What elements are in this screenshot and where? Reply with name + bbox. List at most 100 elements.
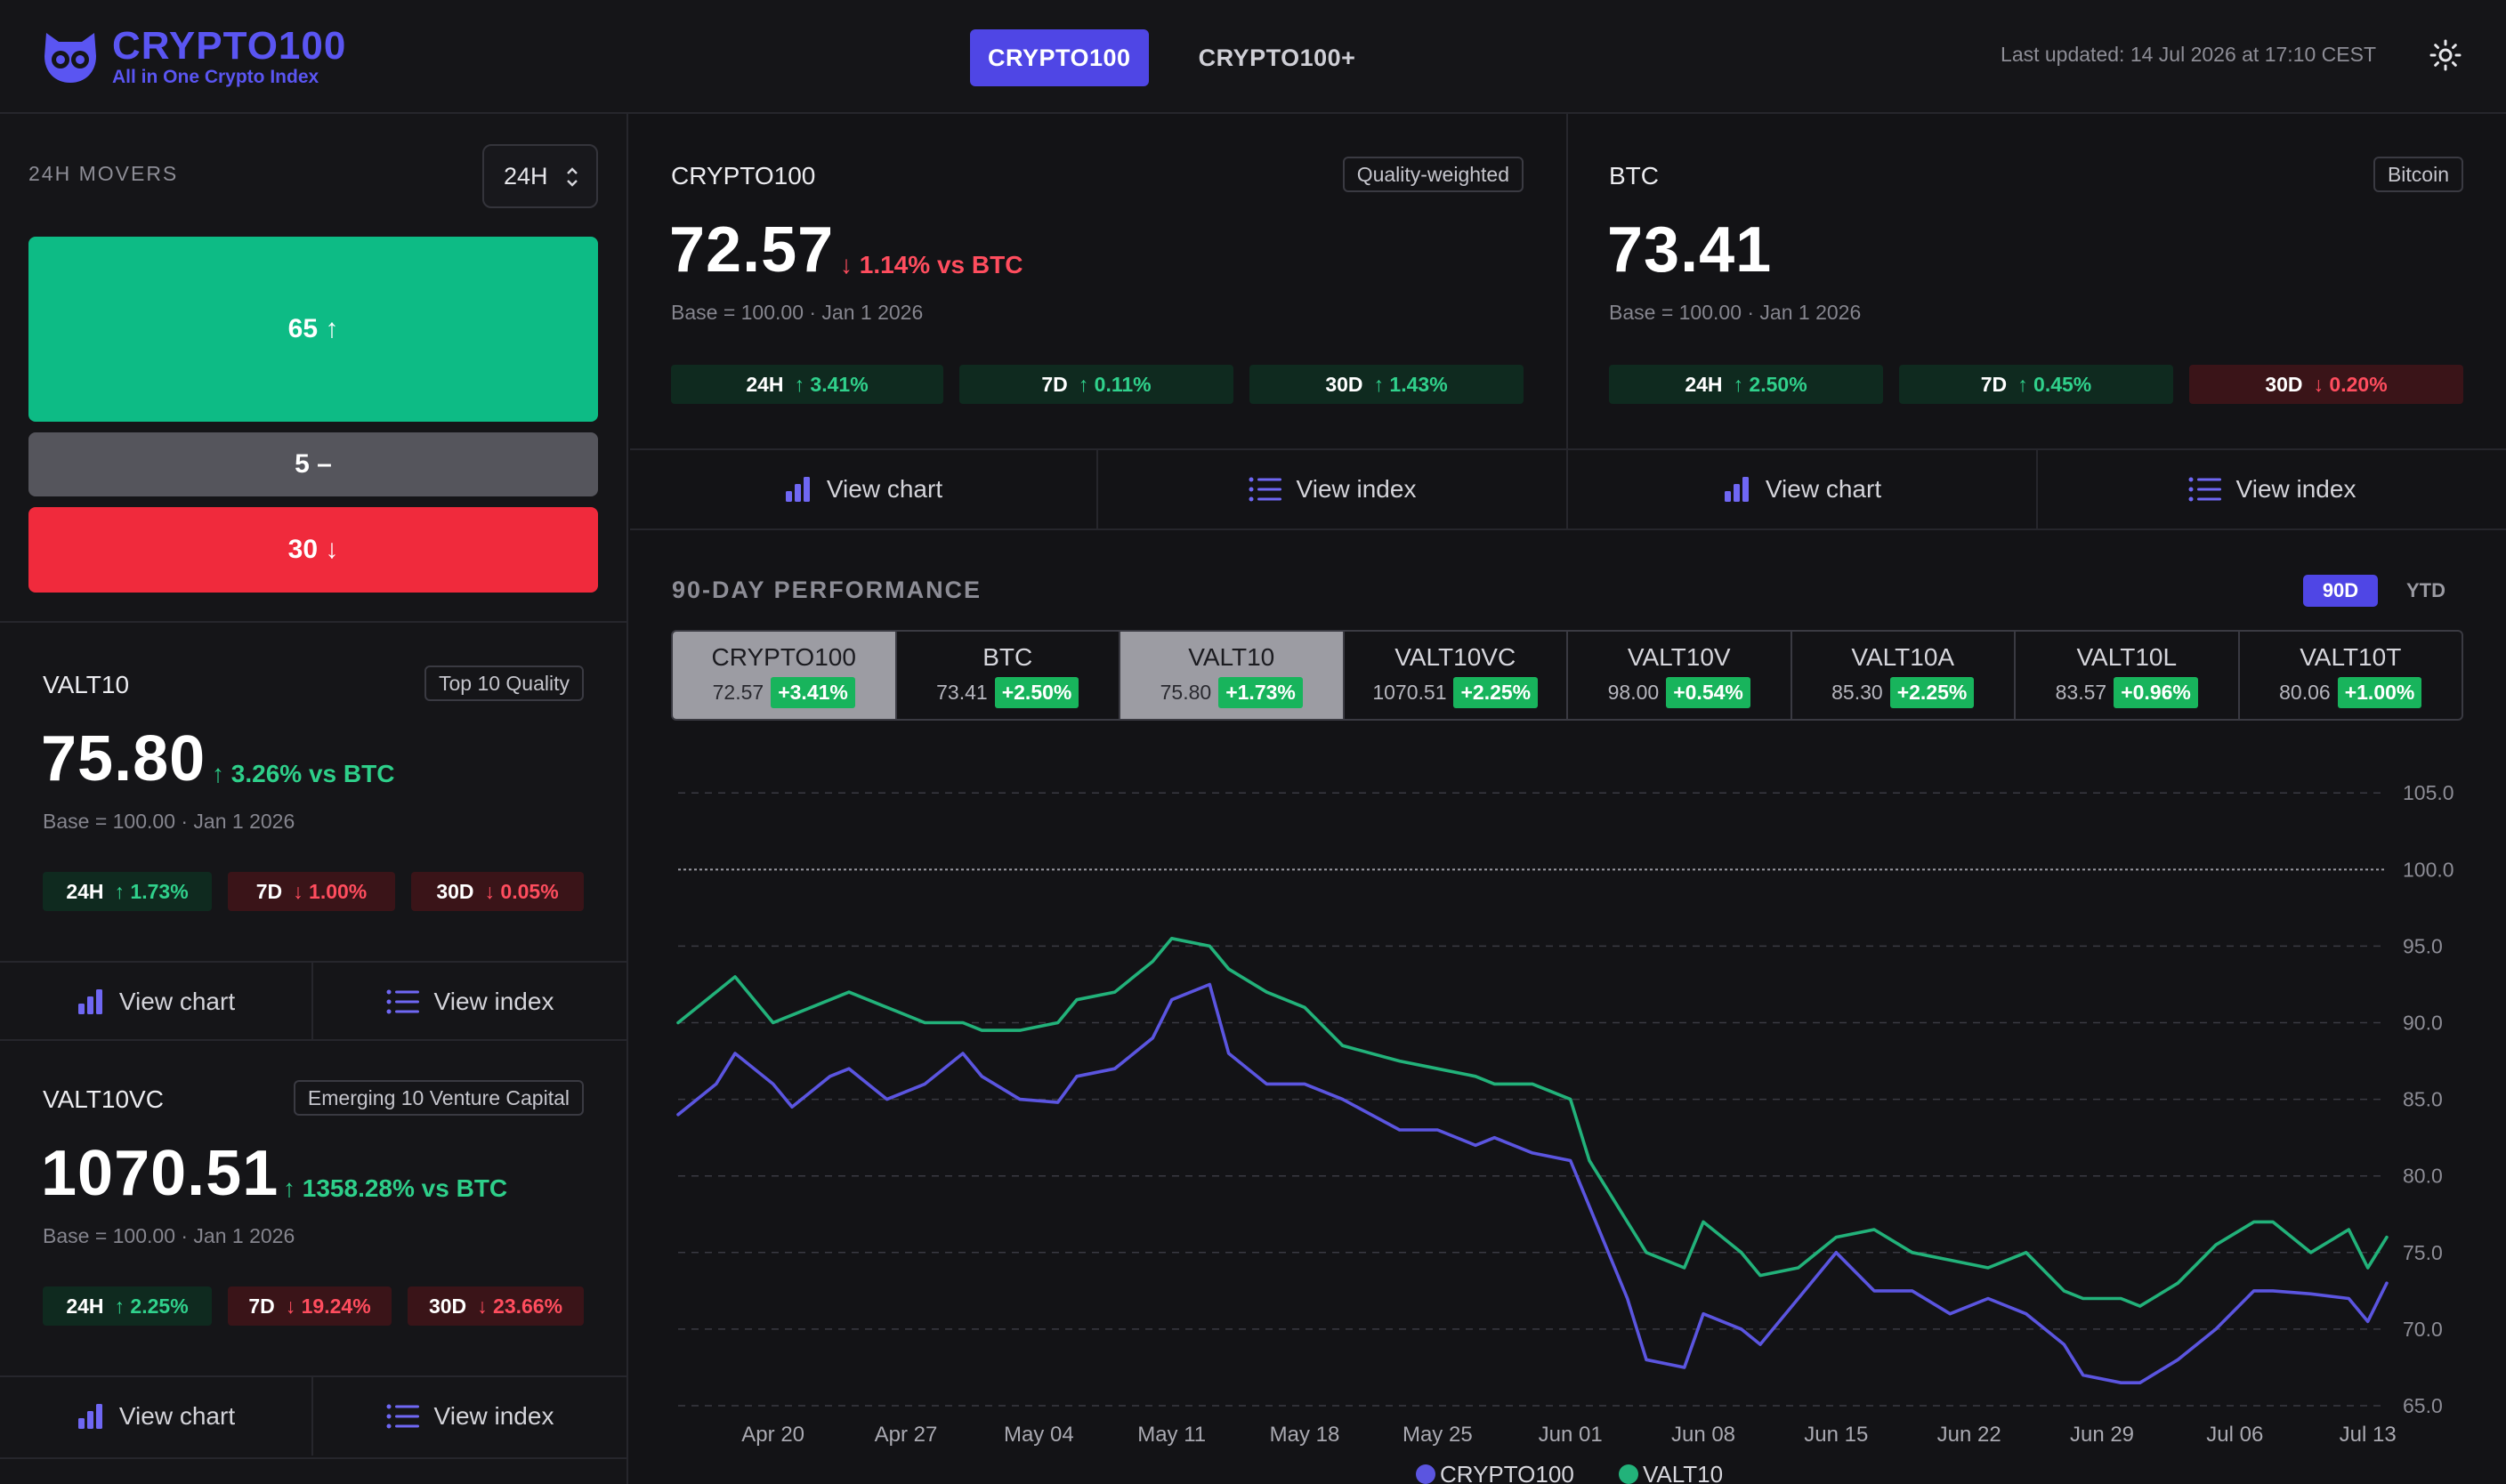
card-value: 73.41 [1607, 214, 1773, 286]
card-value: 75.80 [41, 723, 206, 794]
selector-btc[interactable]: BTC 73.41 +2.50% [897, 632, 1120, 719]
tab-crypto100-plus[interactable]: CRYPTO100+ [1198, 44, 1356, 71]
movers-down-bar[interactable]: 30 ↓ [28, 507, 598, 593]
divider [630, 528, 2506, 530]
movers-period-value: 24H [504, 162, 548, 190]
x-tick-label: Jun 29 [2070, 1423, 2134, 1447]
selector-value: 72.57 [712, 680, 764, 704]
selector-valt10l[interactable]: VALT10L 83.57 +0.96% [2016, 632, 2240, 719]
top-bar: CRYPTO100 All in One Crypto Index CRYPTO… [0, 0, 2506, 114]
y-tick-label: 80.0 [2403, 1165, 2443, 1188]
selector-change: +2.50% [994, 676, 1079, 708]
selector-valt10v[interactable]: VALT10V 98.00 +0.54% [1568, 632, 1792, 719]
selector-change: +1.73% [1218, 676, 1303, 708]
y-tick-label: 95.0 [2403, 934, 2443, 957]
pill-7d: 7D ↑ 0.11% [959, 365, 1233, 404]
index-card-crypto100: CRYPTO100 Quality-weighted 72.57 ↓ 1.14%… [630, 114, 1566, 530]
selector-valt10[interactable]: VALT10 75.80 +1.73% [1120, 632, 1345, 719]
view-index-button[interactable]: View index [313, 963, 626, 1041]
pill-label: 30D [1325, 372, 1363, 396]
pill-value: ↓ 0.05% [484, 879, 559, 903]
selector-valt10t[interactable]: VALT10T 80.06 +1.00% [2240, 632, 2462, 719]
divider [1096, 450, 1098, 528]
selector-name: CRYPTO100 [711, 642, 856, 671]
divider [1568, 448, 2506, 450]
view-index-label: View index [433, 1402, 554, 1430]
divider [0, 1375, 626, 1377]
movers-period-select[interactable]: 24H [482, 144, 598, 208]
pill-30d: 30D ↑ 1.43% [1249, 365, 1524, 404]
view-chart-label: View chart [826, 475, 943, 503]
chevron-up-down-icon [567, 167, 578, 187]
pill-label: 7D [248, 1294, 275, 1318]
pill-value: ↑ 2.50% [1733, 372, 1807, 396]
card-name: BTC [1609, 162, 1659, 190]
selector-value: 73.41 [936, 680, 988, 704]
pill-value: ↑ 0.11% [1078, 372, 1152, 396]
selector-crypto100[interactable]: CRYPTO100 72.57 +3.41% [673, 632, 897, 719]
card-base: Base = 100.00 · Jan 1 2026 [43, 1224, 295, 1247]
view-chart-button[interactable]: View chart [630, 450, 1096, 528]
x-tick-label: Jul 13 [2340, 1423, 2397, 1447]
pill-label: 30D [2265, 372, 2303, 396]
view-index-label: View index [1296, 475, 1417, 503]
legend-marker [1619, 1464, 1638, 1484]
card-value: 1070.51 [41, 1138, 279, 1209]
x-tick-label: Jun 08 [1671, 1423, 1735, 1447]
selector-change: +2.25% [1453, 676, 1539, 708]
y-tick-label: 90.0 [2403, 1012, 2443, 1035]
bar-chart-icon [77, 1404, 102, 1429]
pill-label: 7D [1041, 372, 1068, 396]
view-index-button[interactable]: View index [1098, 450, 1566, 528]
performance-chart[interactable]: 65.0 70.0 75.0 80.0 85.0 90.0 95.0 100.0 105.0 Ap… [659, 765, 2492, 1484]
legend-entry: CRYPTO100 [1440, 1461, 1574, 1484]
pill-value: ↑ 1.73% [114, 879, 189, 903]
pill-value: ↑ 0.45% [2017, 372, 2092, 396]
logo[interactable]: CRYPTO100 All in One Crypto Index [41, 27, 346, 86]
pill-value: ↓ 19.24% [285, 1294, 371, 1318]
pill-label: 24H [746, 372, 784, 396]
view-index-button[interactable]: View index [2038, 450, 2506, 528]
sun-icon[interactable] [2429, 39, 2462, 71]
movers-up-bar[interactable]: 65 ↑ [28, 237, 598, 422]
pill-24h: 24H ↑ 1.73% [43, 872, 212, 911]
movers-flat-bar[interactable]: 5 – [28, 432, 598, 496]
pill-label: 24H [66, 879, 104, 903]
selector-value: 1070.51 [1372, 680, 1447, 704]
legend-marker [1416, 1464, 1435, 1484]
pill-label: 24H [1685, 372, 1723, 396]
view-chart-button[interactable]: View chart [0, 1377, 311, 1456]
list-icon [1249, 477, 1281, 502]
tab-crypto100[interactable]: CRYPTO100 [970, 29, 1149, 86]
x-tick-label: Jul 06 [2206, 1423, 2263, 1447]
selector-valt10vc[interactable]: VALT10VC 1070.51 +2.25% [1345, 632, 1568, 719]
pill-value: ↓ 0.20% [2313, 372, 2388, 396]
divider [311, 963, 313, 1041]
y-tick-label: 65.0 [2403, 1394, 2443, 1417]
x-tick-label: May 11 [1137, 1423, 1206, 1447]
range-90d-button[interactable]: 90D [2303, 575, 2378, 607]
divider [0, 1457, 626, 1459]
selector-value: 98.00 [1607, 680, 1660, 704]
view-chart-label: View chart [118, 1402, 236, 1430]
divider [0, 621, 626, 623]
selector-valt10a[interactable]: VALT10A 85.30 +2.25% [1792, 632, 2016, 719]
pill-value: ↓ 1.00% [293, 879, 368, 903]
logo-title: CRYPTO100 [112, 24, 347, 68]
pill-value: ↑ 2.25% [114, 1294, 189, 1318]
card-value: 72.57 [669, 214, 835, 286]
x-tick-label: Jun 15 [1804, 1423, 1868, 1447]
selector-change: +2.25% [1889, 676, 1975, 708]
view-chart-button[interactable]: View chart [0, 963, 311, 1041]
divider [0, 1039, 626, 1041]
view-index-button[interactable]: View index [313, 1377, 626, 1456]
view-chart-button[interactable]: View chart [1568, 450, 2036, 528]
selector-name: VALT10 [1188, 642, 1275, 671]
selector-name: VALT10T [2300, 642, 2402, 671]
x-tick-label: Jun 22 [1937, 1423, 2001, 1447]
pill-label: 24H [66, 1294, 104, 1318]
y-tick-label: 70.0 [2403, 1318, 2443, 1341]
range-ytd-button[interactable]: YTD [2406, 579, 2445, 601]
pill-label: 30D [428, 1294, 467, 1318]
bar-chart-icon [1724, 477, 1749, 502]
